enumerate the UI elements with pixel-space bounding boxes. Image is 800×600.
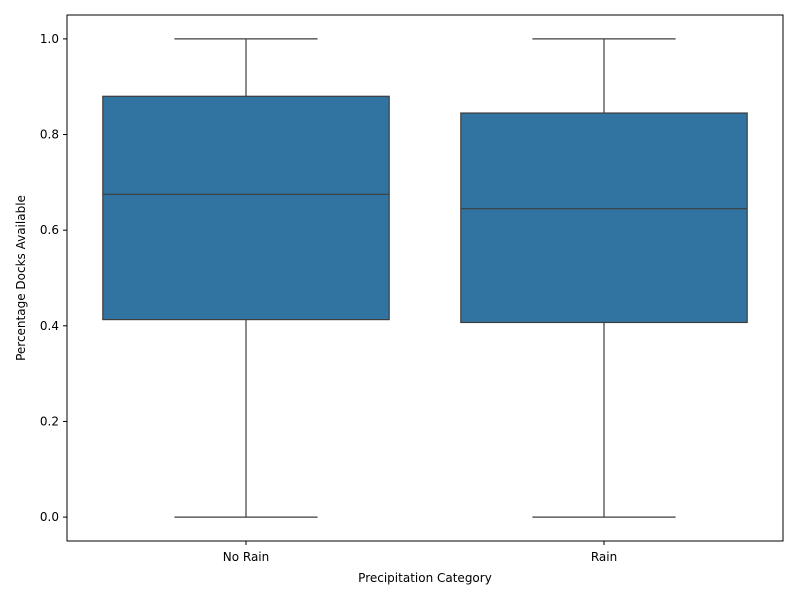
box-group [102,38,390,518]
x-tick-label: Rain [591,550,617,564]
y-tick-label: 0.2 [40,414,59,428]
y-tick-label: 0.6 [40,223,59,237]
y-tick-label: 0.0 [40,510,59,524]
y-axis-label: Percentage Docks Available [14,195,28,361]
box-group [460,38,748,518]
plot-frame [66,14,784,542]
iqr-box [460,112,748,324]
y-tick-label: 0.4 [40,319,59,333]
y-tick-label: 1.0 [40,32,59,46]
y-tick-label: 0.8 [40,128,59,142]
iqr-box [102,95,390,321]
x-axis-label: Precipitation Category [358,571,492,585]
x-tick-label: No Rain [223,550,270,564]
